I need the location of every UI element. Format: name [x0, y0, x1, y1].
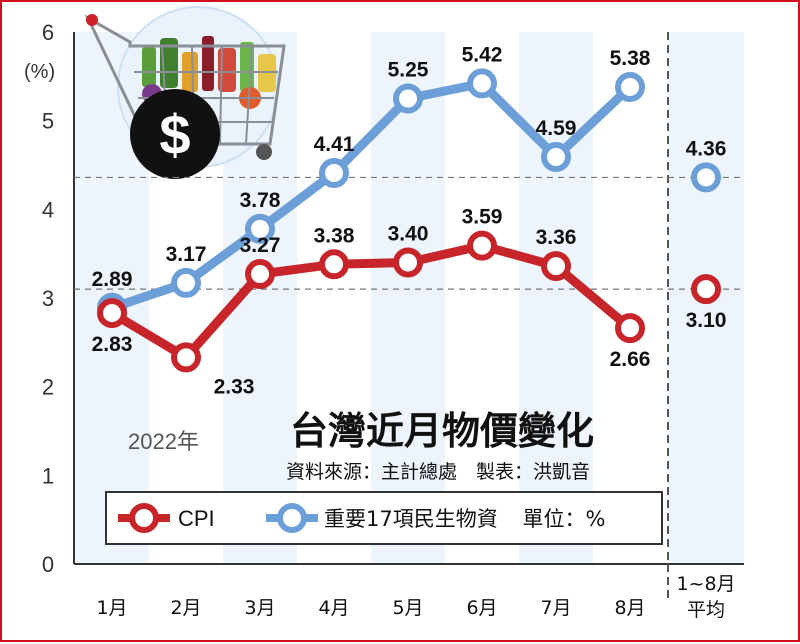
legend-swatch-marker-cpi	[129, 503, 159, 533]
x-tick-label-5: 5月	[392, 597, 423, 619]
data-label-cpi-4: 3.38	[314, 224, 355, 247]
series-cpi: 2.83 2.33 3.27 3.38 3.40 3.59 3.36 2.66 3.10	[92, 206, 727, 399]
data-label-essentials-6: 5.42	[462, 43, 503, 66]
data-label-cpi-6: 3.59	[462, 206, 503, 229]
data-label-essentials-4: 4.41	[314, 133, 355, 156]
y-tick-label-6: 6	[42, 20, 54, 45]
data-label-cpi-1: 2.83	[92, 333, 133, 356]
data-label-essentials-3: 3.78	[240, 189, 281, 212]
data-label-cpi-8: 2.66	[610, 348, 651, 371]
data-point-cpi-8	[615, 313, 645, 344]
data-point-essentials-7	[541, 142, 571, 173]
groceries	[142, 36, 276, 109]
legend-box	[105, 491, 663, 545]
series-essentials: 2.89 3.17 3.78 4.41 5.25 5.42 4.59 5.38 4.36	[92, 43, 727, 323]
legend-label-essentials: 重要17項民生物資	[324, 507, 498, 531]
year-label: 2022年	[128, 429, 199, 454]
legend: CPI 重要17項民生物資 單位：%	[105, 491, 663, 545]
data-point-cpi-2	[171, 342, 201, 373]
legend-swatch-marker-essentials	[277, 503, 307, 533]
data-label-essentials-8: 5.38	[610, 47, 651, 70]
average-label-cpi: 3.10	[686, 309, 727, 332]
y-axis-unit: (%)	[24, 61, 55, 83]
y-tick-labels: 0 1 2 3 4 5 6	[42, 20, 54, 577]
x-tick-label-8: 8月	[614, 597, 645, 619]
data-point-essentials-3	[245, 213, 275, 244]
x-tick-label-4: 4月	[318, 597, 349, 619]
data-point-essentials-4	[319, 157, 349, 188]
x-tick-label-7: 7月	[540, 597, 571, 619]
series-layer: 2.89 3.17 3.78 4.41 5.25 5.42 4.59 5.38 4.36 2.83…	[92, 43, 727, 398]
average-label-essentials: 4.36	[686, 137, 727, 160]
data-label-cpi-5: 3.40	[388, 223, 429, 246]
data-label-essentials-5: 5.25	[388, 59, 429, 82]
x-tick-label-average-range: 1~8月	[676, 573, 735, 595]
x-tick-label-3: 3月	[244, 597, 275, 619]
data-point-cpi-6	[467, 230, 497, 261]
x-tick-label-2: 2月	[170, 597, 201, 619]
y-tick-label-1: 1	[42, 463, 54, 488]
data-label-essentials-1: 2.89	[92, 268, 133, 291]
data-point-essentials-5	[393, 83, 423, 114]
data-label-essentials-2: 3.17	[166, 243, 207, 266]
chart-title: 台灣近月物價變化	[290, 409, 594, 453]
data-point-cpi-7	[541, 251, 571, 282]
data-point-cpi-3	[245, 259, 275, 290]
y-tick-label-3: 3	[42, 286, 54, 311]
data-label-cpi-3: 3.27	[240, 234, 281, 257]
x-tick-label-6: 6月	[466, 597, 497, 619]
data-point-essentials-2	[171, 267, 201, 298]
svg-text:$: $	[159, 103, 190, 166]
y-tick-label-0: 0	[42, 552, 54, 577]
x-tick-label-average: 平均	[687, 599, 725, 621]
legend-label-cpi: CPI	[178, 506, 215, 531]
unit-label: 單位：%	[523, 507, 606, 531]
source-note: 資料來源：主計總處 製表：洪凱音	[286, 461, 590, 483]
data-point-cpi-5	[393, 247, 423, 278]
data-point-essentials-8	[615, 71, 645, 102]
x-tick-labels: 1月 2月 3月 4月 5月 6月 7月 8月	[96, 597, 645, 619]
data-point-cpi-4	[319, 249, 349, 280]
dollar-icon: $	[130, 89, 220, 179]
y-tick-label-4: 4	[42, 197, 54, 222]
data-point-cpi-1	[97, 298, 127, 329]
data-label-cpi-2: 2.33	[214, 375, 255, 398]
average-point-essentials	[691, 162, 721, 193]
x-tick-label-1: 1月	[96, 597, 127, 619]
data-point-essentials-6	[467, 68, 497, 99]
shopping-basket-dollar-icon: $	[84, 6, 286, 179]
series-line-essentials	[107, 78, 635, 313]
data-label-essentials-7: 4.59	[536, 117, 577, 140]
average-point-cpi	[691, 274, 721, 305]
y-tick-label-5: 5	[42, 109, 54, 134]
column-band-7	[519, 32, 593, 564]
y-tick-label-2: 2	[42, 375, 54, 400]
data-label-cpi-7: 3.36	[536, 226, 577, 249]
